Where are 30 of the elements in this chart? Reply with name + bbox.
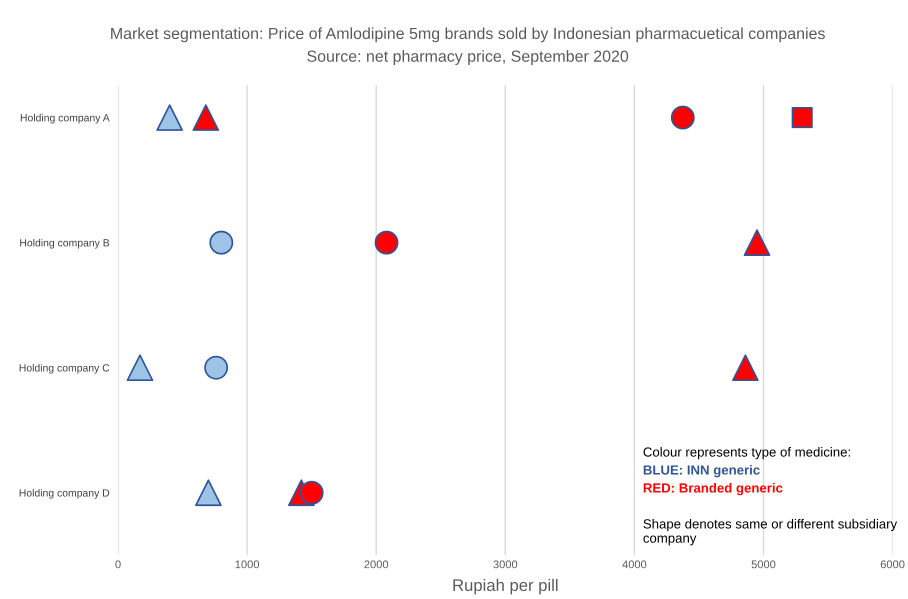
x-tick-label: 3000 xyxy=(493,560,518,568)
point xyxy=(195,479,222,506)
point xyxy=(792,107,813,128)
point xyxy=(209,230,234,255)
y-tick-label: Holding company C xyxy=(20,364,110,374)
point xyxy=(204,356,228,380)
chart-title: Market segmentation: Price of Amlodipine 5mg brands sold by Indonesian pharmacuetical companies xyxy=(111,27,825,42)
annotation: BLUE: INN generic xyxy=(644,464,760,478)
point xyxy=(744,229,770,256)
point xyxy=(300,480,324,505)
x-tick-label: 1000 xyxy=(236,560,260,568)
annotation: Colour represents type of medicine: xyxy=(644,447,850,460)
annotation: RED: Branded generic xyxy=(644,482,783,496)
point xyxy=(126,354,154,382)
x-tick-label: 6000 xyxy=(880,560,904,568)
point xyxy=(192,104,220,131)
x-tick-label: 5000 xyxy=(752,560,776,568)
annotation: Shape denotes same or different subsidiary company xyxy=(643,518,898,546)
x-tick-label: 4000 xyxy=(622,560,646,568)
y-tick-label: Holding company A xyxy=(20,114,110,124)
x-axis-title: Rupiah per pill xyxy=(453,578,558,594)
point xyxy=(732,354,759,382)
y-tick-label: Holding company B xyxy=(20,238,110,249)
chart-subtitle: Source: net pharmacy price, September 2020 xyxy=(307,50,628,66)
point xyxy=(374,230,398,255)
point xyxy=(156,104,184,131)
x-tick-label: 2000 xyxy=(364,560,388,568)
y-tick-label: Holding company D xyxy=(20,488,110,499)
point xyxy=(670,106,695,130)
x-tick-label: 0 xyxy=(115,560,121,568)
